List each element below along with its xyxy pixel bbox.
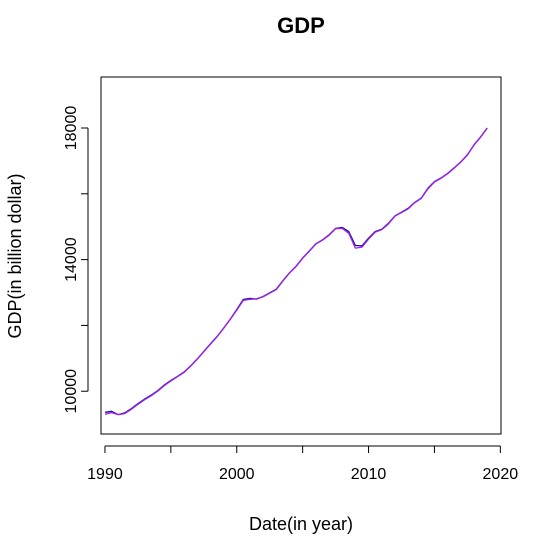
x-tick-label: 2010 bbox=[351, 466, 387, 483]
chart-title: GDP bbox=[277, 13, 325, 38]
y-axis-label: GDP(in billion dollar) bbox=[5, 173, 25, 338]
y-axis: 10000 14000 18000 bbox=[63, 106, 89, 414]
series-lines bbox=[104, 127, 488, 416]
x-axis: 1990 2000 2010 2020 bbox=[87, 445, 519, 483]
x-tick-label: 1990 bbox=[87, 466, 123, 483]
series-line-1 bbox=[104, 127, 488, 416]
x-axis-label: Date(in year) bbox=[249, 514, 353, 534]
x-tick-label: 2020 bbox=[483, 466, 519, 483]
x-tick-label: 2000 bbox=[219, 466, 255, 483]
plot-frame bbox=[100, 76, 502, 435]
series-line-2 bbox=[104, 127, 488, 416]
y-tick-label: 18000 bbox=[63, 106, 80, 151]
y-tick-label: 14000 bbox=[63, 237, 80, 282]
y-tick-label: 10000 bbox=[63, 369, 80, 414]
